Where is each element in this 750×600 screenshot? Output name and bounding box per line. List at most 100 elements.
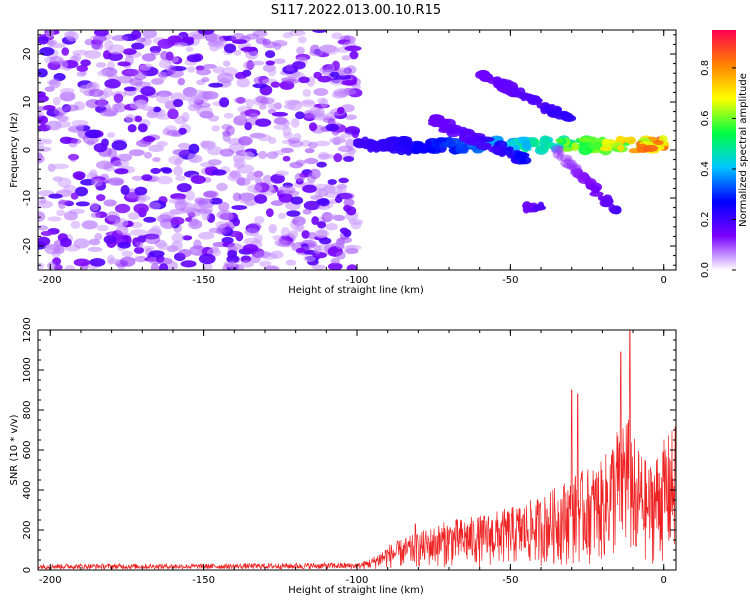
spectrogram-x-tick-label: -50 (502, 275, 518, 286)
spectrogram-cell (111, 103, 122, 111)
spectrogram-y-tick-label: 20 (22, 48, 33, 61)
spectrogram-cell (282, 155, 291, 162)
spectrogram-cell (152, 157, 161, 163)
spectrogram-cell (284, 99, 301, 106)
spectrogram-cell (161, 168, 173, 174)
spectrogram-cell (150, 262, 160, 270)
spectrogram-cell (303, 255, 316, 263)
spectrogram-cell (578, 136, 594, 143)
spectrogram-cell (555, 138, 564, 144)
spectrogram-cell (106, 211, 120, 222)
spectrogram-cell (188, 143, 200, 154)
spectrogram-cell (282, 32, 293, 39)
spectrogram-cell (557, 150, 565, 157)
spectrogram-cell (160, 50, 169, 61)
spectrogram-cell (64, 264, 76, 270)
spectrogram-cell (295, 159, 306, 166)
spectrogram-cell (48, 193, 63, 199)
spectrogram-cell (60, 237, 72, 248)
spectrogram-cell (104, 78, 121, 89)
spectrogram-cell (107, 147, 118, 159)
spectrogram-cell (150, 225, 161, 236)
spectrogram-cell (88, 238, 101, 246)
spectrogram-cell (338, 177, 349, 184)
spectrogram-cell (597, 195, 605, 201)
spectrogram-cell (186, 54, 201, 63)
spectrogram-cell (329, 71, 340, 78)
spectrogram-cell (294, 172, 306, 182)
spectrogram-cell (156, 93, 170, 104)
spectrogram-cell (283, 132, 294, 139)
spectrogram-cell (290, 117, 300, 128)
spectrogram-cell (267, 266, 277, 270)
spectrogram-cell (341, 55, 352, 61)
spectrogram-cell (181, 36, 195, 43)
spectrogram-cell (90, 202, 100, 211)
colorbar-tick-label: 0.8 (700, 60, 711, 76)
spectrogram-cell (38, 152, 44, 163)
spectrogram-cell (141, 245, 155, 252)
spectrogram-cell (565, 164, 578, 170)
spectrogram-cell (76, 71, 87, 77)
spectrogram-cell (301, 230, 310, 239)
spectrogram-cell (170, 216, 185, 225)
spectrogram-cell (115, 225, 129, 235)
spectrogram-cell (254, 194, 268, 204)
spectrogram-cell (65, 31, 79, 42)
spectrogram-cell (339, 192, 355, 200)
spectrogram-cell (76, 65, 88, 72)
spectrogram-cell (293, 133, 302, 141)
snr-x-tick-label: -150 (192, 575, 215, 586)
spectrogram-cell (343, 245, 357, 255)
spectrogram-cell (652, 139, 664, 146)
snr-y-tick-label: 0 (22, 567, 33, 573)
spectrogram-cell (95, 160, 114, 170)
spectrogram-cell (232, 192, 242, 202)
spectrogram-cell (242, 244, 259, 253)
snr-x-tick-label: -50 (502, 575, 518, 586)
spectrogram-cell (623, 136, 630, 143)
spectrogram-cell (219, 148, 234, 157)
spectrogram-cell (273, 58, 286, 64)
spectrogram-cell (343, 198, 355, 207)
spectrogram-cell (114, 218, 129, 228)
spectrogram-cell (209, 197, 223, 205)
spectrogram-cell (128, 149, 145, 157)
spectrogram-cell (85, 98, 102, 109)
spectrogram-cell (327, 179, 337, 185)
spectrogram-cell (273, 42, 282, 50)
snr-x-tick-label: 0 (661, 575, 667, 586)
spectrogram-cell (268, 137, 277, 144)
spectrogram-x-tick-label: -150 (192, 275, 215, 286)
spectrogram-cell (59, 91, 76, 102)
spectrogram-y-tick-label: 10 (22, 96, 33, 109)
spectrogram-cell (120, 256, 136, 267)
spectrogram-cell (115, 153, 133, 160)
spectrogram-cell (75, 201, 90, 207)
spectrogram-cell (253, 233, 263, 244)
spectrogram-cell (133, 203, 149, 214)
spectrogram-cell (89, 169, 98, 178)
spectrogram-cell (190, 175, 206, 185)
spectrogram-x-axis: -200 -150 -100 -50 0 (39, 30, 667, 286)
spectrogram-cell (312, 244, 322, 255)
spectrogram-cell (175, 175, 186, 181)
spectrogram-cell (111, 140, 128, 151)
spectrogram-cell (318, 198, 330, 207)
spectrogram-cell (97, 98, 108, 109)
spectrogram-cell (157, 242, 169, 251)
colorbar-tick-label: 0.0 (700, 262, 711, 278)
spectrogram-cell (64, 104, 79, 112)
spectrogram-cell (496, 85, 509, 92)
spectrogram-cell (84, 49, 102, 59)
spectrogram-cell (125, 114, 136, 123)
spectrogram-cell (265, 208, 274, 218)
spectrogram-cell (209, 34, 224, 45)
spectrogram-cell (311, 170, 321, 178)
spectrogram-cell (337, 145, 354, 153)
spectrogram-cell (185, 190, 196, 201)
spectrogram-cell (137, 123, 148, 133)
spectrogram-cell (286, 210, 301, 217)
spectrogram-cell (61, 47, 70, 56)
spectrogram-cell (79, 84, 89, 94)
